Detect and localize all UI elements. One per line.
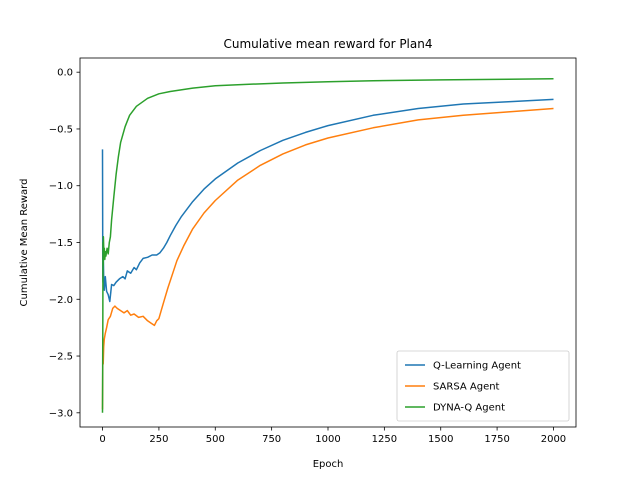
plot-area bbox=[101, 78, 554, 413]
x-tick-label: 250 bbox=[149, 434, 168, 445]
x-tick-label: 750 bbox=[262, 434, 281, 445]
y-axis-label: Cumulative Mean Reward bbox=[19, 179, 30, 307]
legend: Q-Learning Agent SARSA Agent DYNA-Q Agent bbox=[396, 350, 570, 422]
legend-label-0: Q-Learning Agent bbox=[433, 361, 521, 372]
y-tick-label: −1.0 bbox=[49, 181, 73, 192]
legend-label-1: SARSA Agent bbox=[433, 382, 500, 393]
y-tick-label: −1.5 bbox=[49, 238, 73, 249]
x-tick-label: 500 bbox=[206, 434, 225, 445]
y-tick-label: 0.0 bbox=[57, 68, 73, 79]
x-tick-label: 2000 bbox=[541, 434, 566, 445]
x-axis-label: Epoch bbox=[313, 459, 344, 470]
legend-box bbox=[396, 350, 570, 422]
x-tick-label: 1750 bbox=[484, 434, 509, 445]
y-tick-label: −2.0 bbox=[49, 295, 73, 306]
series-line-0 bbox=[101, 98, 554, 303]
legend-label-2: DYNA-Q Agent bbox=[433, 403, 505, 414]
x-tick-label: 1250 bbox=[372, 434, 397, 445]
chart-title: Cumulative mean reward for Plan4 bbox=[223, 37, 432, 51]
series-line-2 bbox=[101, 78, 554, 413]
x-tick-label: 1000 bbox=[315, 434, 340, 445]
series-line-1 bbox=[101, 107, 554, 410]
x-axis: 0 250 500 750 1000 1250 1500 1750 2000 bbox=[99, 427, 566, 445]
x-tick-label: 0 bbox=[99, 434, 105, 445]
y-axis: 0.0 −0.5 −1.0 −1.5 −2.0 −2.5 −3.0 bbox=[49, 68, 80, 419]
x-tick-label: 1500 bbox=[428, 434, 453, 445]
y-tick-label: −0.5 bbox=[49, 124, 73, 135]
y-tick-label: −3.0 bbox=[49, 408, 73, 419]
y-tick-label: −2.5 bbox=[49, 352, 73, 363]
